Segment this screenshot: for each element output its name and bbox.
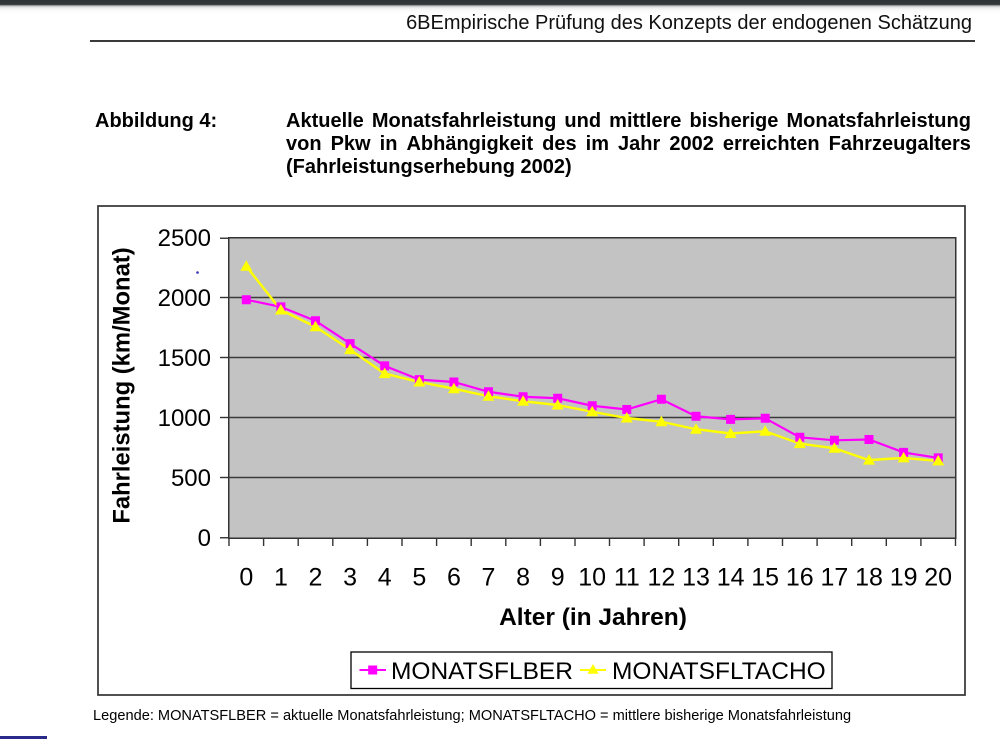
svg-text:0: 0 (198, 525, 211, 552)
svg-text:16: 16 (786, 564, 814, 592)
svg-text:Alter (in Jahren): Alter (in Jahren) (499, 604, 687, 631)
svg-text:9: 9 (551, 564, 565, 592)
svg-text:3: 3 (343, 564, 357, 592)
svg-text:2000: 2000 (158, 285, 211, 312)
svg-text:17: 17 (820, 564, 848, 592)
svg-text:MONATSFLBER: MONATSFLBER (391, 658, 573, 685)
svg-text:6: 6 (447, 564, 461, 592)
svg-text:10: 10 (578, 564, 606, 592)
svg-text:MONATSFLTACHO: MONATSFLTACHO (612, 658, 826, 685)
svg-text:5: 5 (412, 564, 426, 592)
svg-text:13: 13 (682, 564, 710, 592)
svg-text:18: 18 (855, 564, 883, 592)
svg-text:1500: 1500 (158, 345, 211, 372)
svg-text:4: 4 (378, 564, 392, 592)
svg-text:0: 0 (239, 564, 253, 592)
svg-text:Fahrleistung (km/Monat): Fahrleistung (km/Monat) (109, 247, 136, 523)
svg-text:1000: 1000 (158, 405, 211, 432)
svg-text:1: 1 (274, 564, 288, 592)
svg-text:7: 7 (482, 564, 496, 592)
svg-text:20: 20 (924, 564, 952, 592)
svg-text:14: 14 (717, 564, 745, 592)
svg-text:15: 15 (751, 564, 779, 592)
svg-text:500: 500 (171, 465, 211, 492)
svg-text:19: 19 (890, 564, 918, 592)
svg-text:8: 8 (516, 564, 530, 592)
svg-text:12: 12 (647, 564, 675, 592)
svg-text:2500: 2500 (158, 225, 211, 252)
svg-text:2: 2 (309, 564, 323, 592)
svg-text:11: 11 (614, 564, 640, 592)
